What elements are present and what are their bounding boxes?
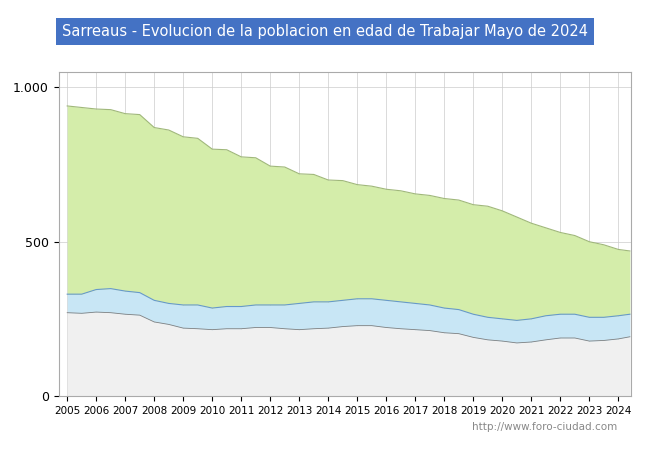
Text: http://www.foro-ciudad.com: http://www.foro-ciudad.com [473, 422, 618, 432]
Text: Sarreaus - Evolucion de la poblacion en edad de Trabajar Mayo de 2024: Sarreaus - Evolucion de la poblacion en … [62, 24, 588, 39]
